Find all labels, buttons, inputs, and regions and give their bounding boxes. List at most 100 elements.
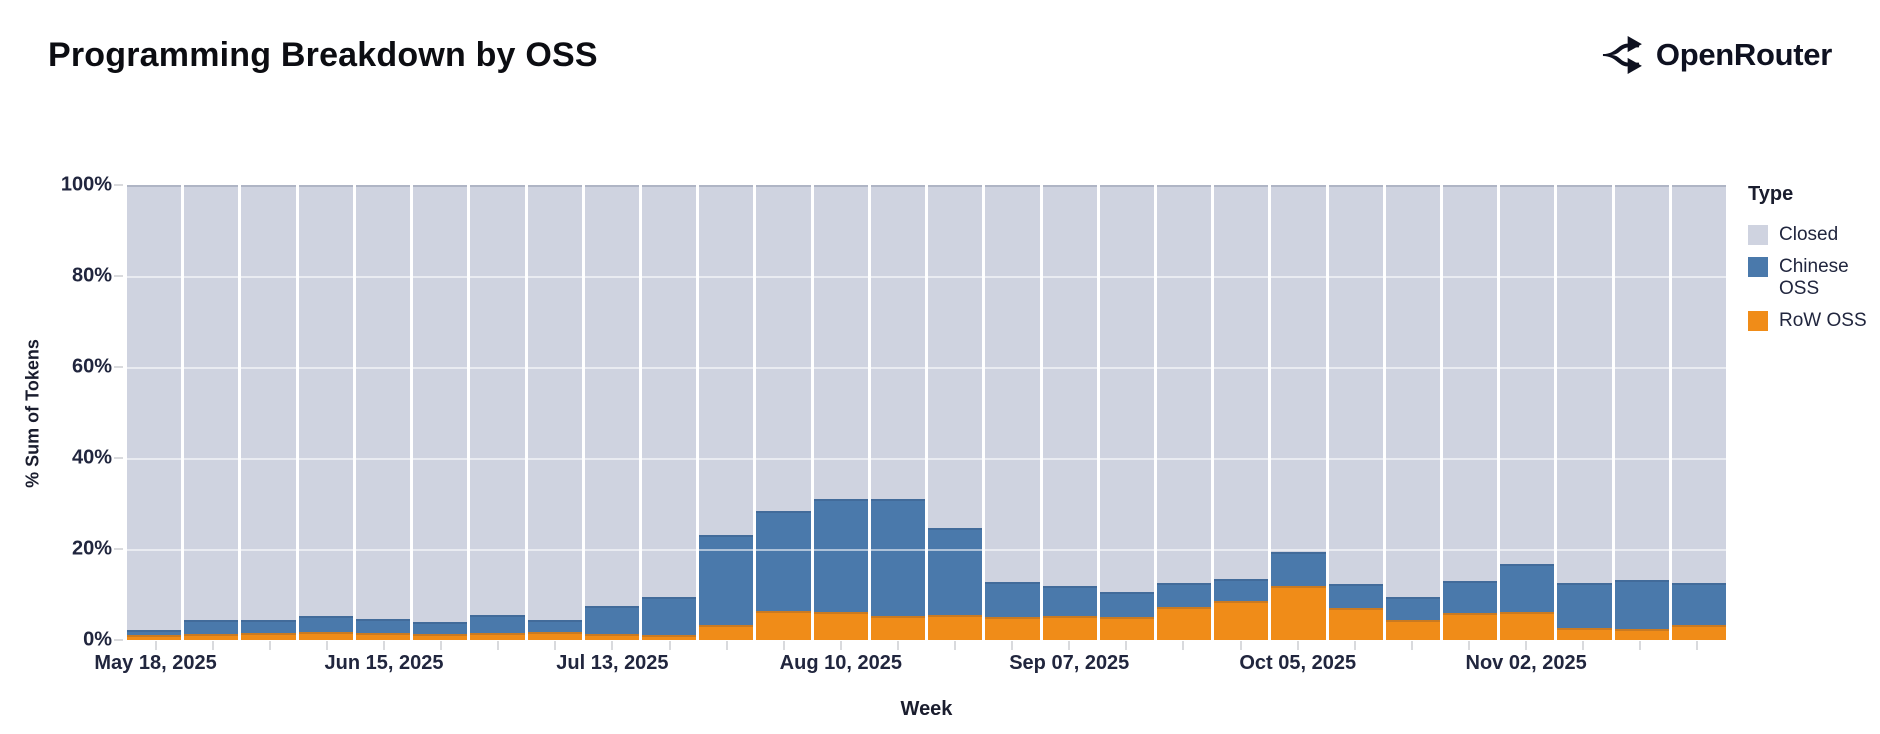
- stacked-bar-jul-27-2025[interactable]: [699, 185, 754, 640]
- stacked-bar-nov-23-2025[interactable]: [1671, 185, 1727, 640]
- bar-segment-closed: [699, 185, 754, 536]
- bar-segment-closed: [355, 185, 411, 619]
- legend-label: Chinese OSS: [1779, 256, 1849, 299]
- bar-segment-chinese-oss: [298, 616, 353, 632]
- x-tick-mark: [954, 641, 957, 650]
- stacked-bar-aug-31-2025[interactable]: [985, 185, 1040, 640]
- y-tick-mark: [114, 366, 123, 368]
- y-tick-label-20: 20%: [71, 537, 112, 560]
- bar-segment-row-oss: [413, 633, 468, 640]
- bar-segment-row-oss: [1671, 625, 1727, 640]
- bar-segment-row-oss: [1614, 629, 1669, 640]
- plot-area: [127, 185, 1727, 640]
- y-tick-label-0: 0%: [83, 628, 112, 651]
- stacked-bar-sep-14-2025[interactable]: [1099, 185, 1154, 640]
- stacked-bar-oct-12-2025[interactable]: [1328, 185, 1383, 640]
- bar-segment-chinese-oss: [184, 620, 239, 634]
- stacked-bar-sep-28-2025[interactable]: [1214, 185, 1269, 640]
- bar-segment-row-oss: [928, 614, 983, 640]
- x-tick-mark: [1068, 641, 1071, 650]
- bar-segment-closed: [527, 185, 582, 621]
- stacked-bar-jun-01-2025[interactable]: [241, 185, 296, 640]
- x-tick-label-may-18-2025: May 18, 2025: [94, 652, 217, 674]
- x-tick-label-oct-05-2025: Oct 05, 2025: [1239, 652, 1357, 674]
- bar-segment-chinese-oss: [1671, 583, 1727, 625]
- y-tick-mark: [114, 457, 123, 459]
- legend-item-closed: Closed: [1748, 224, 1878, 245]
- page-title: Programming Breakdown by OSS: [48, 36, 598, 74]
- bar-segment-closed: [1328, 185, 1383, 584]
- y-tick-label-40: 40%: [71, 446, 112, 469]
- bar-segment-closed: [584, 185, 639, 606]
- stacked-bar-may-18-2025[interactable]: [127, 185, 182, 640]
- bar-segment-closed: [1156, 185, 1212, 583]
- bar-segment-row-oss: [584, 634, 639, 640]
- bar-segment-closed: [813, 185, 868, 500]
- bar-segment-closed: [641, 185, 697, 598]
- legend: Type Closed Chinese OSS RoW OSS: [1748, 183, 1878, 342]
- x-tick-mark: [1639, 641, 1642, 650]
- stacked-bar-aug-17-2025[interactable]: [870, 185, 926, 640]
- stacked-bar-nov-16-2025[interactable]: [1614, 185, 1669, 640]
- bar-segment-chinese-oss: [527, 620, 582, 632]
- x-tick-mark: [896, 641, 899, 650]
- x-tick-label-jul-13-2025: Jul 13, 2025: [556, 652, 669, 674]
- x-tick-mark: [1182, 641, 1185, 650]
- stacked-bar-jul-20-2025[interactable]: [641, 185, 697, 640]
- bar-segment-chinese-oss: [1214, 578, 1269, 602]
- bar-segment-row-oss: [184, 633, 239, 640]
- bar-segment-closed: [127, 185, 182, 630]
- stacked-bar-jun-22-2025[interactable]: [413, 185, 468, 640]
- bar-segment-closed: [413, 185, 468, 623]
- bar-segment-row-oss: [298, 631, 353, 640]
- bar-segment-closed: [1557, 185, 1612, 584]
- bar-segment-chinese-oss: [1557, 583, 1612, 629]
- x-tick-mark: [1468, 641, 1471, 650]
- stacked-bar-sep-21-2025[interactable]: [1156, 185, 1212, 640]
- x-tick-mark: [382, 641, 385, 650]
- stacked-bar-aug-10-2025[interactable]: [813, 185, 868, 640]
- x-tick-label-nov-02-2025: Nov 02, 2025: [1465, 652, 1587, 674]
- stacked-bar-sep-07-2025[interactable]: [1042, 185, 1097, 640]
- stacked-bar-oct-26-2025[interactable]: [1443, 185, 1498, 640]
- x-tick-mark: [1125, 641, 1128, 650]
- x-tick-mark: [1525, 641, 1528, 650]
- bar-segment-chinese-oss: [1271, 551, 1326, 586]
- bar-segment-chinese-oss: [1385, 597, 1441, 620]
- x-tick-label-aug-10-2025: Aug 10, 2025: [779, 652, 902, 674]
- bar-segment-closed: [1271, 185, 1326, 552]
- openrouter-logo-text: OpenRouter: [1655, 37, 1832, 72]
- bar-segment-chinese-oss: [127, 629, 182, 636]
- legend-label: RoW OSS: [1779, 309, 1867, 331]
- stacked-bar-may-25-2025[interactable]: [184, 185, 239, 640]
- stacked-bar-jun-08-2025[interactable]: [298, 185, 353, 640]
- legend-label: Closed: [1779, 224, 1839, 245]
- stacked-bar-nov-02-2025[interactable]: [1500, 185, 1555, 640]
- x-tick-label-jun-15-2025: Jun 15, 2025: [324, 652, 444, 674]
- stacked-bar-oct-05-2025[interactable]: [1271, 185, 1326, 640]
- stacked-bar-nov-09-2025[interactable]: [1557, 185, 1612, 640]
- bar-segment-row-oss: [1042, 616, 1097, 640]
- bar-segment-closed: [985, 185, 1040, 582]
- bar-segment-row-oss: [1099, 616, 1154, 640]
- bar-segment-row-oss: [699, 625, 754, 640]
- stacked-bar-aug-03-2025[interactable]: [756, 185, 811, 640]
- stacked-bar-jun-29-2025[interactable]: [470, 185, 525, 640]
- stacked-bar-jun-15-2025[interactable]: [355, 185, 411, 640]
- stacked-bar-jul-13-2025[interactable]: [584, 185, 639, 640]
- x-tick-mark: [1353, 641, 1356, 650]
- bar-segment-chinese-oss: [1443, 580, 1498, 613]
- bar-segment-closed: [870, 185, 926, 499]
- stacked-bar-jul-06-2025[interactable]: [527, 185, 582, 640]
- legend-swatch-closed: [1748, 225, 1768, 245]
- x-axis-title: Week: [900, 698, 953, 720]
- stacked-bar-oct-19-2025[interactable]: [1385, 185, 1441, 640]
- bar-segment-row-oss: [1500, 611, 1555, 640]
- bar-segment-row-oss: [756, 610, 811, 640]
- legend-item-row-oss: RoW OSS: [1748, 310, 1878, 331]
- x-tick-mark: [725, 641, 728, 650]
- x-tick-mark: [1696, 641, 1699, 650]
- bar-segment-row-oss: [1328, 607, 1383, 640]
- stacked-bar-aug-24-2025[interactable]: [928, 185, 983, 640]
